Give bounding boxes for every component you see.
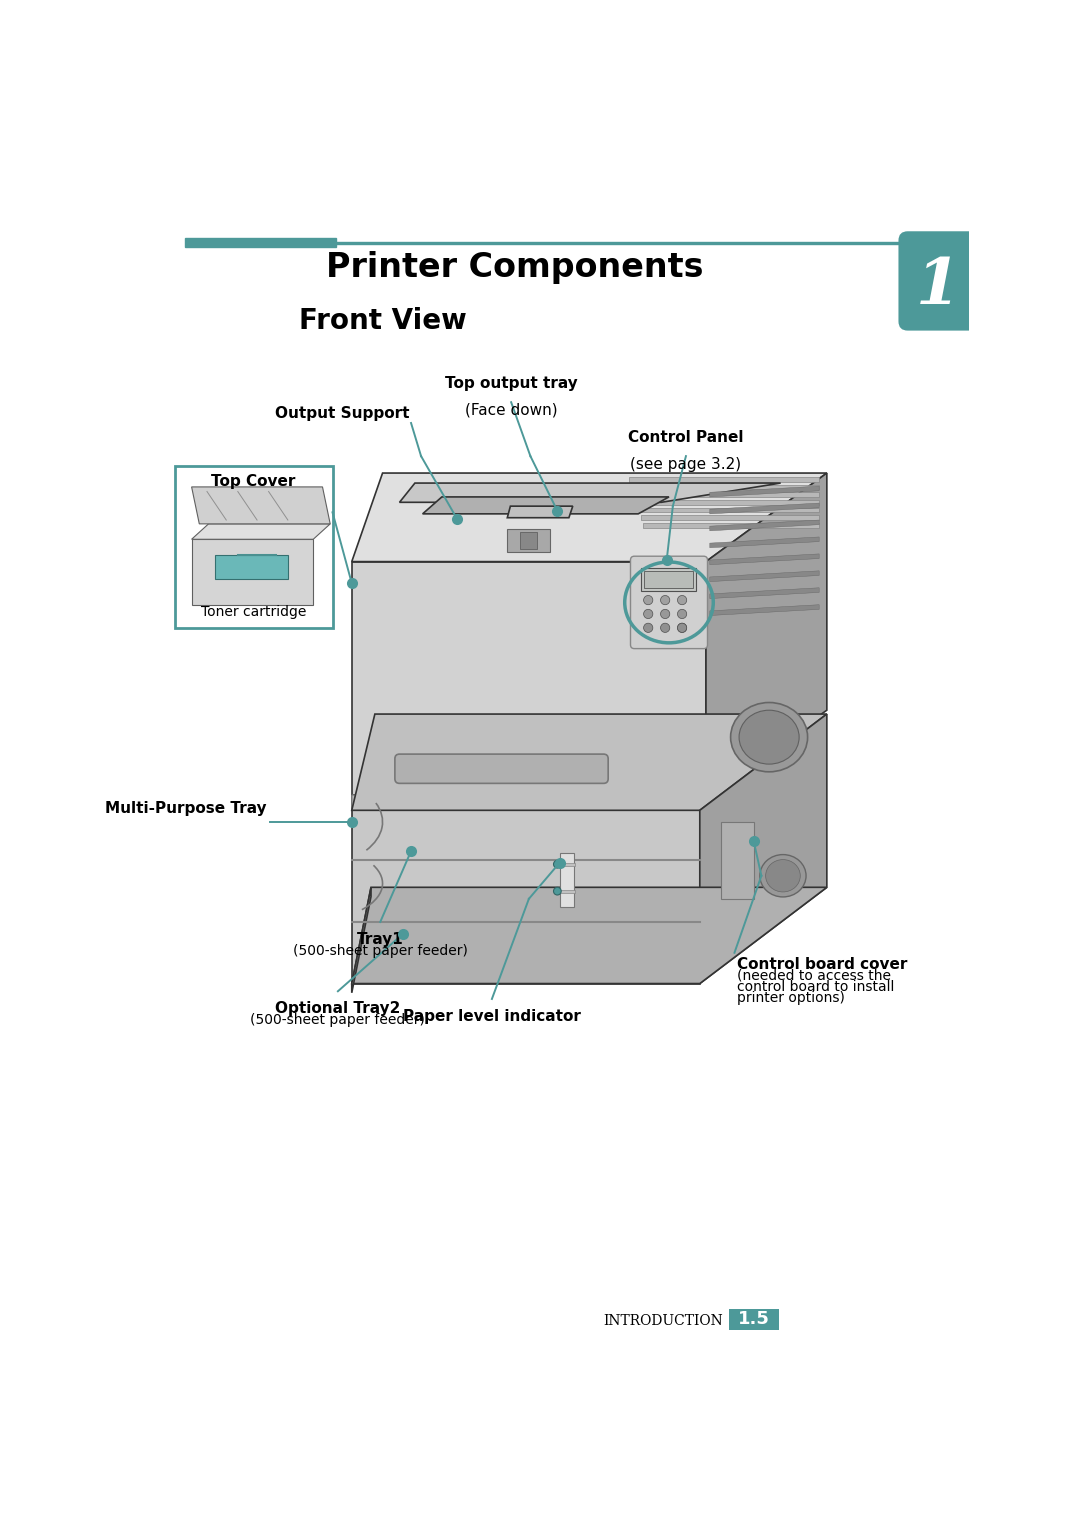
Bar [644,571,693,588]
Polygon shape [643,522,819,528]
Text: Multi-Purpose Tray: Multi-Purpose Tray [106,801,267,816]
Polygon shape [638,507,819,512]
Polygon shape [634,492,819,496]
Circle shape [677,609,687,618]
Polygon shape [706,474,827,795]
Ellipse shape [760,854,806,897]
Bar [558,889,575,892]
Bar [559,853,573,906]
FancyBboxPatch shape [395,754,608,783]
Circle shape [661,595,670,605]
Polygon shape [700,714,827,984]
Bar [721,822,754,899]
Polygon shape [710,571,819,582]
Ellipse shape [730,702,808,772]
Text: Front View: Front View [299,308,467,335]
Text: (500-sheet paper feeder): (500-sheet paper feeder) [251,1013,426,1027]
Text: Printer Components: Printer Components [326,251,704,283]
Text: Toner cartridge: Toner cartridge [201,606,307,620]
Text: Top Cover: Top Cover [212,474,296,489]
Bar [521,533,538,550]
Polygon shape [710,519,819,532]
Polygon shape [352,562,706,795]
Polygon shape [352,474,827,562]
Ellipse shape [766,859,800,892]
Polygon shape [710,486,819,496]
Text: (Face down): (Face down) [464,404,557,417]
Polygon shape [632,484,819,489]
Polygon shape [191,524,330,539]
Polygon shape [352,714,827,810]
Circle shape [644,595,652,605]
Circle shape [554,888,562,896]
Text: Control Panel: Control Panel [629,429,744,445]
Bar [640,568,696,591]
Polygon shape [352,888,372,993]
Circle shape [554,860,562,868]
Polygon shape [636,500,819,504]
Polygon shape [422,496,669,513]
Polygon shape [508,506,572,518]
Bar [175,466,333,627]
Polygon shape [352,810,700,984]
Text: (500-sheet paper feeder): (500-sheet paper feeder) [293,944,468,958]
Text: INTRODUCTION: INTRODUCTION [603,1314,723,1328]
Polygon shape [710,554,819,565]
Bar [508,530,550,553]
Polygon shape [710,503,819,513]
Polygon shape [352,795,706,810]
Polygon shape [640,515,819,519]
Polygon shape [629,477,819,481]
Bar [215,554,288,579]
Polygon shape [191,487,330,524]
Circle shape [661,609,670,618]
Polygon shape [352,888,827,984]
Text: Control board cover: Control board cover [737,956,907,972]
Text: printer options): printer options) [737,991,845,1005]
Polygon shape [710,538,819,548]
Text: (see page 3.2): (see page 3.2) [631,457,742,472]
Circle shape [644,609,652,618]
Text: control board to install: control board to install [737,979,894,993]
FancyBboxPatch shape [899,231,978,330]
Bar [558,862,575,865]
Text: Paper level indicator: Paper level indicator [403,1008,581,1023]
Bar [191,539,313,605]
Polygon shape [710,605,819,615]
Circle shape [677,623,687,632]
Text: (needed to access the: (needed to access the [737,969,891,982]
Circle shape [677,623,687,632]
Text: Output Support: Output Support [275,407,409,422]
Bar [336,242,924,244]
FancyBboxPatch shape [631,556,707,649]
Polygon shape [400,483,781,503]
Bar [729,1308,779,1330]
Polygon shape [710,588,819,599]
Text: Top output tray: Top output tray [445,376,578,391]
Ellipse shape [739,710,799,765]
Circle shape [661,623,670,632]
Circle shape [677,595,687,605]
Bar [186,238,336,247]
Text: Tray1: Tray1 [356,932,404,947]
Circle shape [644,623,652,632]
Text: 1: 1 [916,256,961,318]
Polygon shape [352,795,706,810]
Text: 1.5: 1.5 [738,1310,770,1328]
Text: Optional Tray2: Optional Tray2 [275,1001,401,1016]
